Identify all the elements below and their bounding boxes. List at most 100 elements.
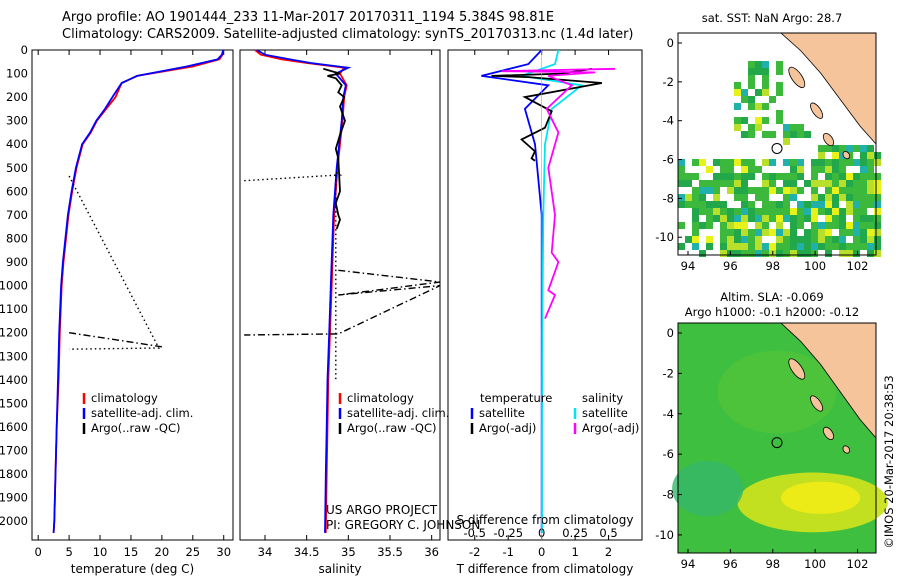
sst-sst-cell [769, 159, 776, 166]
sst-sst-cell [867, 187, 874, 194]
sst-sst-cell [832, 173, 839, 180]
depth-tick-label: 600 [6, 184, 28, 198]
sst-sst-cell [811, 194, 818, 201]
sst-sst-cell [839, 180, 846, 187]
sst-sst-cell [825, 250, 832, 257]
depth-tick-label: 300 [6, 114, 28, 128]
sst-sst-cell [860, 194, 867, 201]
sst-sst-cell [832, 222, 839, 229]
sst-sst-cell [762, 187, 769, 194]
depth-tick-label: 700 [6, 208, 28, 222]
salinity-series-argo-dashdot [244, 269, 441, 336]
sst-sst-cell [741, 117, 748, 124]
sst-sst-cell [811, 159, 818, 166]
sst-sst-cell [755, 166, 762, 173]
sst-sst-cell [741, 229, 748, 236]
sst-sst-cell [741, 201, 748, 208]
sst-sst-cell [790, 180, 797, 187]
sst-sst-cell [860, 229, 867, 236]
sst-sst-cell [755, 124, 762, 131]
salinity-xtick-label: 34.5 [294, 545, 320, 559]
sst-sst-cell [762, 103, 769, 110]
sst-sst-cell [846, 250, 853, 257]
sst-sst-cell [776, 222, 783, 229]
sst-sst-cell [846, 194, 853, 201]
sst-sst-cell [804, 229, 811, 236]
depth-tick-label: 1900 [0, 491, 28, 505]
imos-watermark: ©IMOS 20-Mar-2017 20:38:53 [882, 375, 896, 548]
sst-sst-cell [811, 236, 818, 243]
sst-sst-cell [692, 222, 699, 229]
difference-legend-salinity-title: salinity [582, 391, 623, 405]
sst-sst-cell [720, 201, 727, 208]
project-label: US ARGO PROJECT [326, 503, 438, 517]
sst-sst-cell [769, 208, 776, 215]
sst-sst-cell [734, 243, 741, 250]
sst-sst-cell [699, 201, 706, 208]
sst-sst-cell [790, 159, 797, 166]
depth-tick-label: 1400 [0, 373, 28, 387]
sst-sst-cell [853, 250, 860, 257]
sst-sst-cell [839, 166, 846, 173]
sst-sst-cell [692, 236, 699, 243]
depth-tick-label: 1500 [0, 396, 28, 410]
sst-sst-cell [825, 194, 832, 201]
sla-map-subtitle: Argo h1000: -0.1 h2000: -0.12 [685, 305, 859, 319]
sst-sst-cell [713, 208, 720, 215]
sst-sst-cell [790, 222, 797, 229]
sst-sst-cell [741, 166, 748, 173]
sst-sst-cell [776, 173, 783, 180]
sst-sst-cell [839, 222, 846, 229]
sst-sst-cell [741, 215, 748, 222]
sst-sst-cell [755, 222, 762, 229]
sst-sst-cell [769, 201, 776, 208]
difference-legend-salinity-label: satellite [582, 406, 628, 420]
difference-series-temperature-argo-adj- [491, 67, 603, 162]
sst-sst-cell [685, 180, 692, 187]
sst-sst-cell [804, 250, 811, 257]
sst-sst-cell [811, 215, 818, 222]
difference-xtick-label: 2 [605, 545, 612, 559]
sst-sst-cell [790, 194, 797, 201]
sla-island [822, 426, 835, 440]
sst-sst-cell [776, 243, 783, 250]
sst-sst-cell [853, 243, 860, 250]
sst-map-ytick-label: 0 [667, 36, 674, 50]
sst-sst-cell [860, 222, 867, 229]
sst-sst-cell [734, 82, 741, 89]
sst-sst-cell [748, 215, 755, 222]
sst-sst-cell [846, 180, 853, 187]
sst-sst-cell [860, 236, 867, 243]
sst-sst-cell [755, 243, 762, 250]
sst-sst-cell [706, 236, 713, 243]
sst-sst-cell [762, 159, 769, 166]
sst-sst-cell [748, 229, 755, 236]
sst-sst-cell [776, 61, 783, 68]
salinity-xtick-label: 35 [341, 545, 356, 559]
sst-sst-cell [685, 194, 692, 201]
sst-sst-cell [825, 215, 832, 222]
difference-xtick2-label: -0.5 [464, 526, 486, 540]
sst-sst-cell [853, 215, 860, 222]
sst-sst-cell [706, 166, 713, 173]
sst-sst-cell [839, 215, 846, 222]
temperature-xtick-label: 0 [35, 545, 42, 559]
sst-sst-cell [783, 201, 790, 208]
temperature-xtick-label: 20 [155, 545, 170, 559]
sst-sst-cell [839, 145, 846, 152]
sst-sst-cell [797, 166, 804, 173]
sst-sst-cell [804, 236, 811, 243]
sst-sst-cell [832, 201, 839, 208]
difference-xtick-label: -1 [502, 545, 513, 559]
sst-map-ytick-label: -4 [663, 114, 674, 128]
sst-sst-cell [748, 124, 755, 131]
temperature-legend-label: satellite-adj. clim. [91, 406, 193, 420]
sst-sst-cell [825, 166, 832, 173]
sst-sst-cell [797, 243, 804, 250]
sst-sst-cell [797, 215, 804, 222]
depth-tick-label: 100 [6, 67, 28, 81]
sst-sst-cell [692, 208, 699, 215]
sst-sst-cell [832, 194, 839, 201]
sst-sst-cell [706, 180, 713, 187]
